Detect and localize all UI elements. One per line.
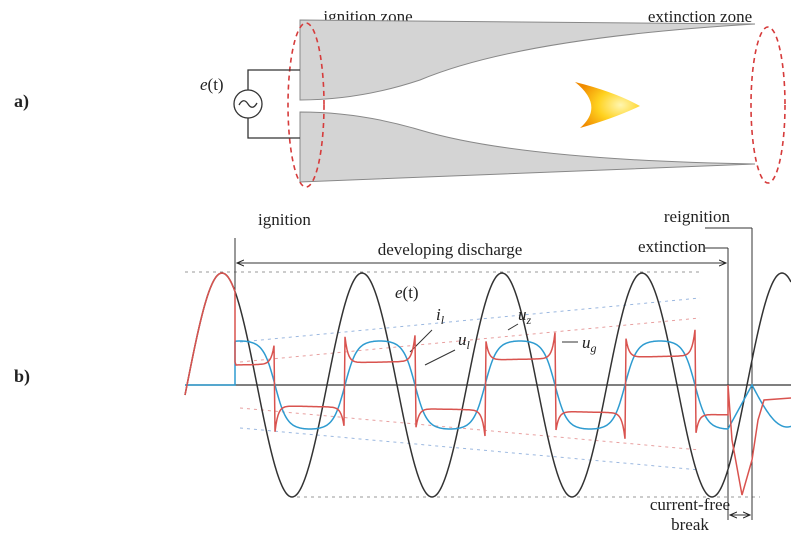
subscript: l — [467, 338, 471, 352]
figure: a) ignition zone extinction zone e(t) b)… — [0, 0, 791, 533]
voltage-label: ul — [458, 330, 471, 352]
subscript: l — [441, 313, 445, 327]
panel-label: a) — [14, 91, 29, 112]
break-label: current-free — [650, 495, 730, 514]
source-label: e(t) — [395, 283, 419, 302]
source-label: e(t) — [200, 75, 224, 94]
lower-electrode — [300, 112, 755, 182]
leader — [508, 324, 518, 330]
waveform-plot — [185, 228, 791, 520]
argument: (t) — [403, 283, 419, 302]
symbol: u — [518, 305, 527, 324]
voltage-label: ug — [582, 333, 597, 355]
arc-flame — [575, 82, 640, 128]
extinction-label: extinction — [638, 237, 706, 256]
symbol: u — [582, 333, 591, 352]
panel-label: b) — [14, 366, 30, 387]
reignition-label: reignition — [664, 207, 731, 226]
subscript: z — [526, 313, 532, 327]
extinction-zone-marker — [751, 27, 785, 183]
symbol: u — [458, 330, 467, 349]
break-label: break — [671, 515, 709, 533]
arc-voltage-curve — [185, 273, 791, 495]
ignition-label: ignition — [258, 210, 311, 229]
leader — [425, 350, 455, 365]
upper-electrode — [300, 20, 755, 100]
current-label: il — [436, 305, 445, 327]
voltage-label: uz — [518, 305, 532, 327]
argument: (t) — [208, 75, 224, 94]
guide-line — [240, 298, 700, 342]
guide-line — [240, 318, 700, 362]
subscript: g — [591, 341, 597, 355]
discharge-label: developing discharge — [378, 240, 523, 259]
